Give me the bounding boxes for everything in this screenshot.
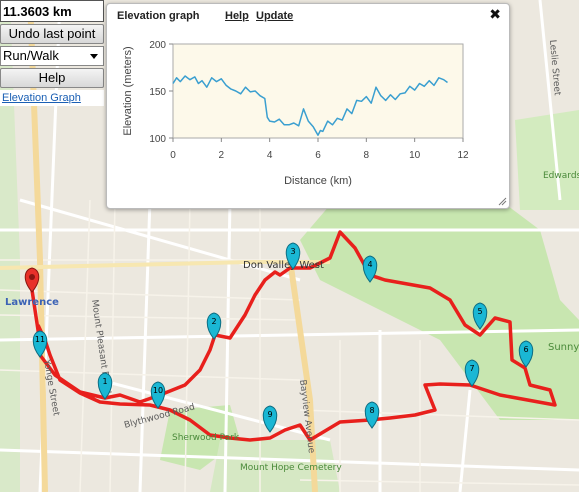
x-tick-label: 0 (170, 150, 176, 161)
elevation-graph-link[interactable]: Elevation Graph (0, 90, 104, 106)
popup-help-link[interactable]: Help (225, 10, 249, 22)
resize-handle-icon[interactable] (497, 196, 507, 206)
route-path (30, 230, 557, 442)
undo-last-point-button[interactable]: Undo last point (0, 24, 104, 44)
lawrence-label: Lawrence (5, 297, 59, 308)
activity-selected-value: Run/Walk (3, 48, 59, 63)
route-marker-9[interactable]: 9 (262, 405, 278, 433)
route-markers: 1 2 3 4 5 6 7 8 9 10 11 (32, 242, 534, 433)
y-tick-label: 100 (149, 134, 166, 145)
y-tick-label: 150 (149, 87, 166, 98)
x-tick-label: 2 (219, 150, 225, 161)
help-button[interactable]: Help (0, 68, 104, 88)
route-marker-7[interactable]: 7 (464, 359, 480, 387)
bayview-avenue-road (287, 259, 318, 492)
elevation-series-line (172, 75, 448, 136)
route-controls: 11.3603 km Undo last point Run/Walk Help… (0, 0, 106, 106)
route-marker-label: 9 (267, 410, 272, 419)
leslie-street-label: Leslie Street (547, 39, 562, 96)
popup-update-link[interactable]: Update (256, 10, 294, 22)
x-tick-label: 10 (409, 150, 421, 161)
route-marker-label: 5 (477, 307, 482, 316)
route-marker-2[interactable]: 2 (206, 312, 222, 340)
lawrence-avenue-road (0, 260, 330, 270)
close-icon[interactable]: ✖ (489, 7, 501, 23)
minor-streets (0, 199, 579, 492)
route-marker-11[interactable]: 11 (32, 330, 48, 358)
route-marker-4[interactable]: 4 (362, 255, 378, 283)
route-marker-label: 10 (153, 386, 163, 395)
elevation-popup: Elevation graph Help Update ✖ 100 150 200 0… (106, 3, 510, 209)
route-marker-label: 11 (35, 335, 45, 344)
route-marker-10[interactable]: 10 (150, 381, 166, 409)
x-tick-label: 6 (315, 150, 321, 161)
route-marker-3[interactable]: 3 (285, 242, 301, 270)
cemetery-area (210, 440, 340, 492)
route-marker-label: 4 (367, 260, 372, 269)
x-axis-label: Distance (km) (284, 175, 352, 187)
start-marker[interactable] (24, 267, 40, 293)
x-tick-label: 12 (457, 150, 469, 161)
route-marker-1[interactable]: 1 (97, 372, 113, 400)
route-marker-label: 8 (369, 406, 374, 415)
y-axis-label: Elevation (meters) (122, 46, 134, 135)
y-tick-label: 200 (149, 40, 166, 51)
route-marker-8[interactable]: 8 (364, 401, 380, 429)
distance-display: 11.3603 km (0, 0, 104, 22)
park-area (300, 200, 579, 420)
route-marker-6[interactable]: 6 (518, 340, 534, 368)
edwards-gardens-area (515, 110, 579, 210)
route-marker-5[interactable]: 5 (472, 302, 488, 330)
left-park-strip (0, 0, 20, 492)
popup-header: Elevation graph Help Update ✖ (107, 4, 509, 28)
sunny-park-label: Sunny Pa (548, 342, 579, 353)
route-marker-label: 2 (211, 317, 216, 326)
plot-area (172, 43, 464, 139)
route-marker-label: 6 (523, 345, 528, 354)
popup-title: Elevation graph (117, 10, 200, 22)
route-marker-label: 3 (290, 247, 295, 256)
edwards-gardens-label: Edwards Gardens (543, 171, 579, 181)
route-marker-label: 7 (469, 364, 474, 373)
mount-hope-label: Mount Hope Cemetery (240, 463, 342, 473)
x-tick-label: 4 (267, 150, 273, 161)
activity-select[interactable]: Run/Walk (0, 46, 104, 66)
chevron-down-icon (90, 54, 98, 59)
don-valley-label: Don Valley West (243, 260, 324, 271)
sherwood-label: Sherwood Park (172, 433, 240, 443)
x-tick-label: 8 (364, 150, 370, 161)
route-marker-label: 1 (102, 377, 107, 386)
elevation-chart: 100 150 200 0 2 4 6 8 10 12 Distance (km) Elevation… (122, 40, 469, 187)
